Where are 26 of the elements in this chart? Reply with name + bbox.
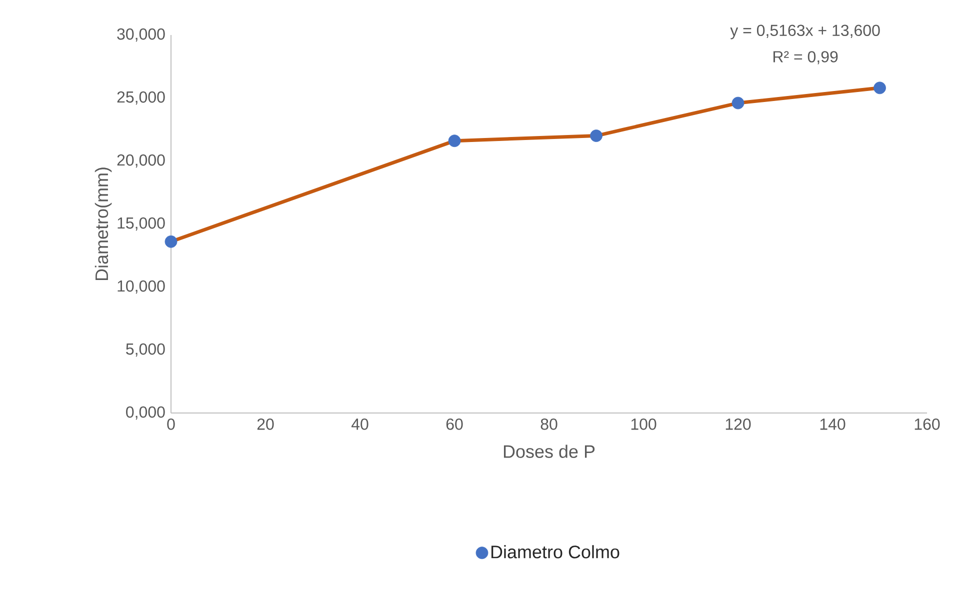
x-tick-label: 160 xyxy=(914,418,940,430)
x-tick-label: 0 xyxy=(167,418,175,430)
x-tick-label: 100 xyxy=(631,418,656,430)
x-tick-label: 120 xyxy=(726,418,751,430)
x-tick-label: 60 xyxy=(446,418,463,430)
x-tick-label: 80 xyxy=(540,418,558,430)
annotation: y = 0,5163x + 13,600 xyxy=(730,24,880,40)
x-axis-title: Doses de P xyxy=(504,444,595,458)
y-tick-label: 10,000 xyxy=(118,280,165,294)
y-tick-label: 30,000 xyxy=(117,28,165,42)
point xyxy=(590,130,602,142)
x-tick-label: 140 xyxy=(820,418,846,430)
x-tick-label: 20 xyxy=(257,418,274,430)
y-tick-label: 15,000 xyxy=(118,217,165,231)
point xyxy=(164,235,178,248)
point xyxy=(732,96,744,110)
x-tick-label: 40 xyxy=(351,418,368,430)
point xyxy=(448,134,461,148)
y-tick-label: 5,000 xyxy=(126,343,165,357)
y-tick-label: 25,000 xyxy=(117,91,165,105)
y-tick-label: 20,000 xyxy=(117,154,165,168)
point xyxy=(874,82,886,94)
y-axis-title: Diametro(mm) xyxy=(94,168,112,280)
y-tick-label: 0,000 xyxy=(126,406,165,420)
annotation: R² = 0,99 xyxy=(773,51,838,64)
legend-label: Diametro Colmo xyxy=(491,545,620,558)
